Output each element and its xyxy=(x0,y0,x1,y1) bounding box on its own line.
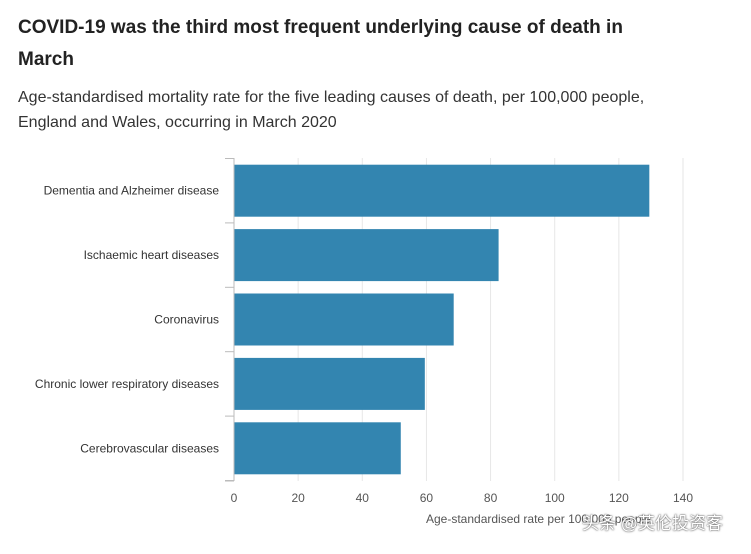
category-label: Dementia and Alzheimer disease xyxy=(44,184,220,198)
watermark: 头条 @英伦投资客 xyxy=(582,514,723,533)
bar xyxy=(234,229,499,282)
x-tick-label: 80 xyxy=(484,491,498,505)
bar xyxy=(234,164,650,217)
chart-title: COVID-19 was the third most frequent und… xyxy=(18,17,623,70)
x-tick-label: 120 xyxy=(609,491,629,505)
x-tick-label: 140 xyxy=(673,491,693,505)
category-label: Coronavirus xyxy=(154,313,219,327)
x-tick-label: 100 xyxy=(545,491,565,505)
category-label: Chronic lower respiratory diseases xyxy=(35,377,219,391)
x-tick-label: 60 xyxy=(420,491,434,505)
x-tick-label: 0 xyxy=(231,491,238,505)
category-label: Ischaemic heart diseases xyxy=(84,248,219,262)
category-label: Cerebrovascular diseases xyxy=(80,441,219,455)
x-axis-label: Age-standardised rate per 100,000 people xyxy=(426,512,651,526)
chart-subtitle: Age-standardised mortality rate for the … xyxy=(18,89,645,131)
bar xyxy=(234,357,425,410)
x-tick-label: 40 xyxy=(356,491,370,505)
bar xyxy=(234,422,401,475)
x-tick-label: 20 xyxy=(291,491,305,505)
bar xyxy=(234,293,454,346)
